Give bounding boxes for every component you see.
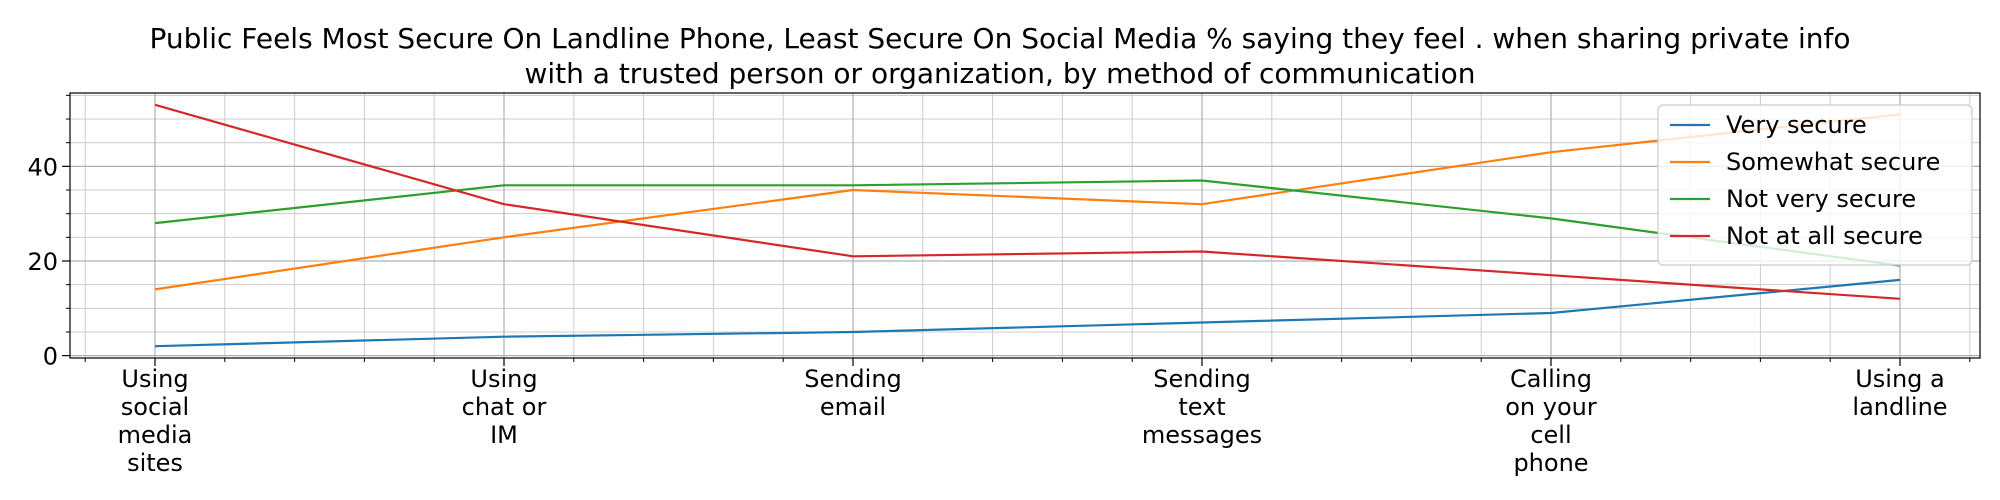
x-tick-label: messages [1142,421,1262,449]
x-tick-label: landline [1852,393,1947,421]
x-tick-label: Calling [1510,365,1592,393]
x-tick-label: Using a [1855,365,1945,393]
x-tick-label: cell [1530,421,1571,449]
x-tick-label: chat or [462,393,547,421]
series-line-very-secure [154,278,1901,348]
chart-title: Public Feels Most Secure On Landline Pho… [150,22,1851,90]
chart-title-line-2: with a trusted person or organization, b… [524,57,1475,90]
y-tick-label: 40 [27,153,58,181]
x-tick-label: media [118,421,193,449]
series-lines [154,103,1901,348]
series-line-somewhat-secure [154,113,1901,291]
x-tick-label: on your [1505,393,1597,421]
legend-label: Not very secure [1726,185,1916,213]
legend-box [1657,104,1973,266]
axis-ticks [62,94,1971,366]
y-axis-tick-labels: 0 20 40 [27,153,58,370]
legend: Very secure Somewhat secure Not very secur… [1657,104,1973,266]
x-tick-label: Using [470,365,537,393]
series-line-not-very-secure [154,179,1901,267]
y-tick-label: 0 [43,343,58,371]
x-tick-label: social [121,393,189,421]
x-tick-label: IM [490,421,518,449]
x-tick-label: text [1178,393,1225,421]
x-tick-label: sites [127,449,183,477]
series-line-not-at-all-secure [154,103,1901,300]
legend-label: Somewhat secure [1726,148,1940,176]
legend-label: Not at all secure [1726,222,1923,250]
x-tick-label: email [820,393,886,421]
legend-label: Very secure [1726,111,1867,139]
plot-area-frame [69,92,1981,359]
x-tick-label: Sending [1153,365,1251,393]
x-tick-label: Sending [804,365,902,393]
y-tick-label: 20 [27,248,58,276]
x-tick-label: phone [1513,449,1588,477]
x-tick-label: Using [121,365,188,393]
chart-title-line-1: Public Feels Most Secure On Landline Pho… [150,22,1851,55]
